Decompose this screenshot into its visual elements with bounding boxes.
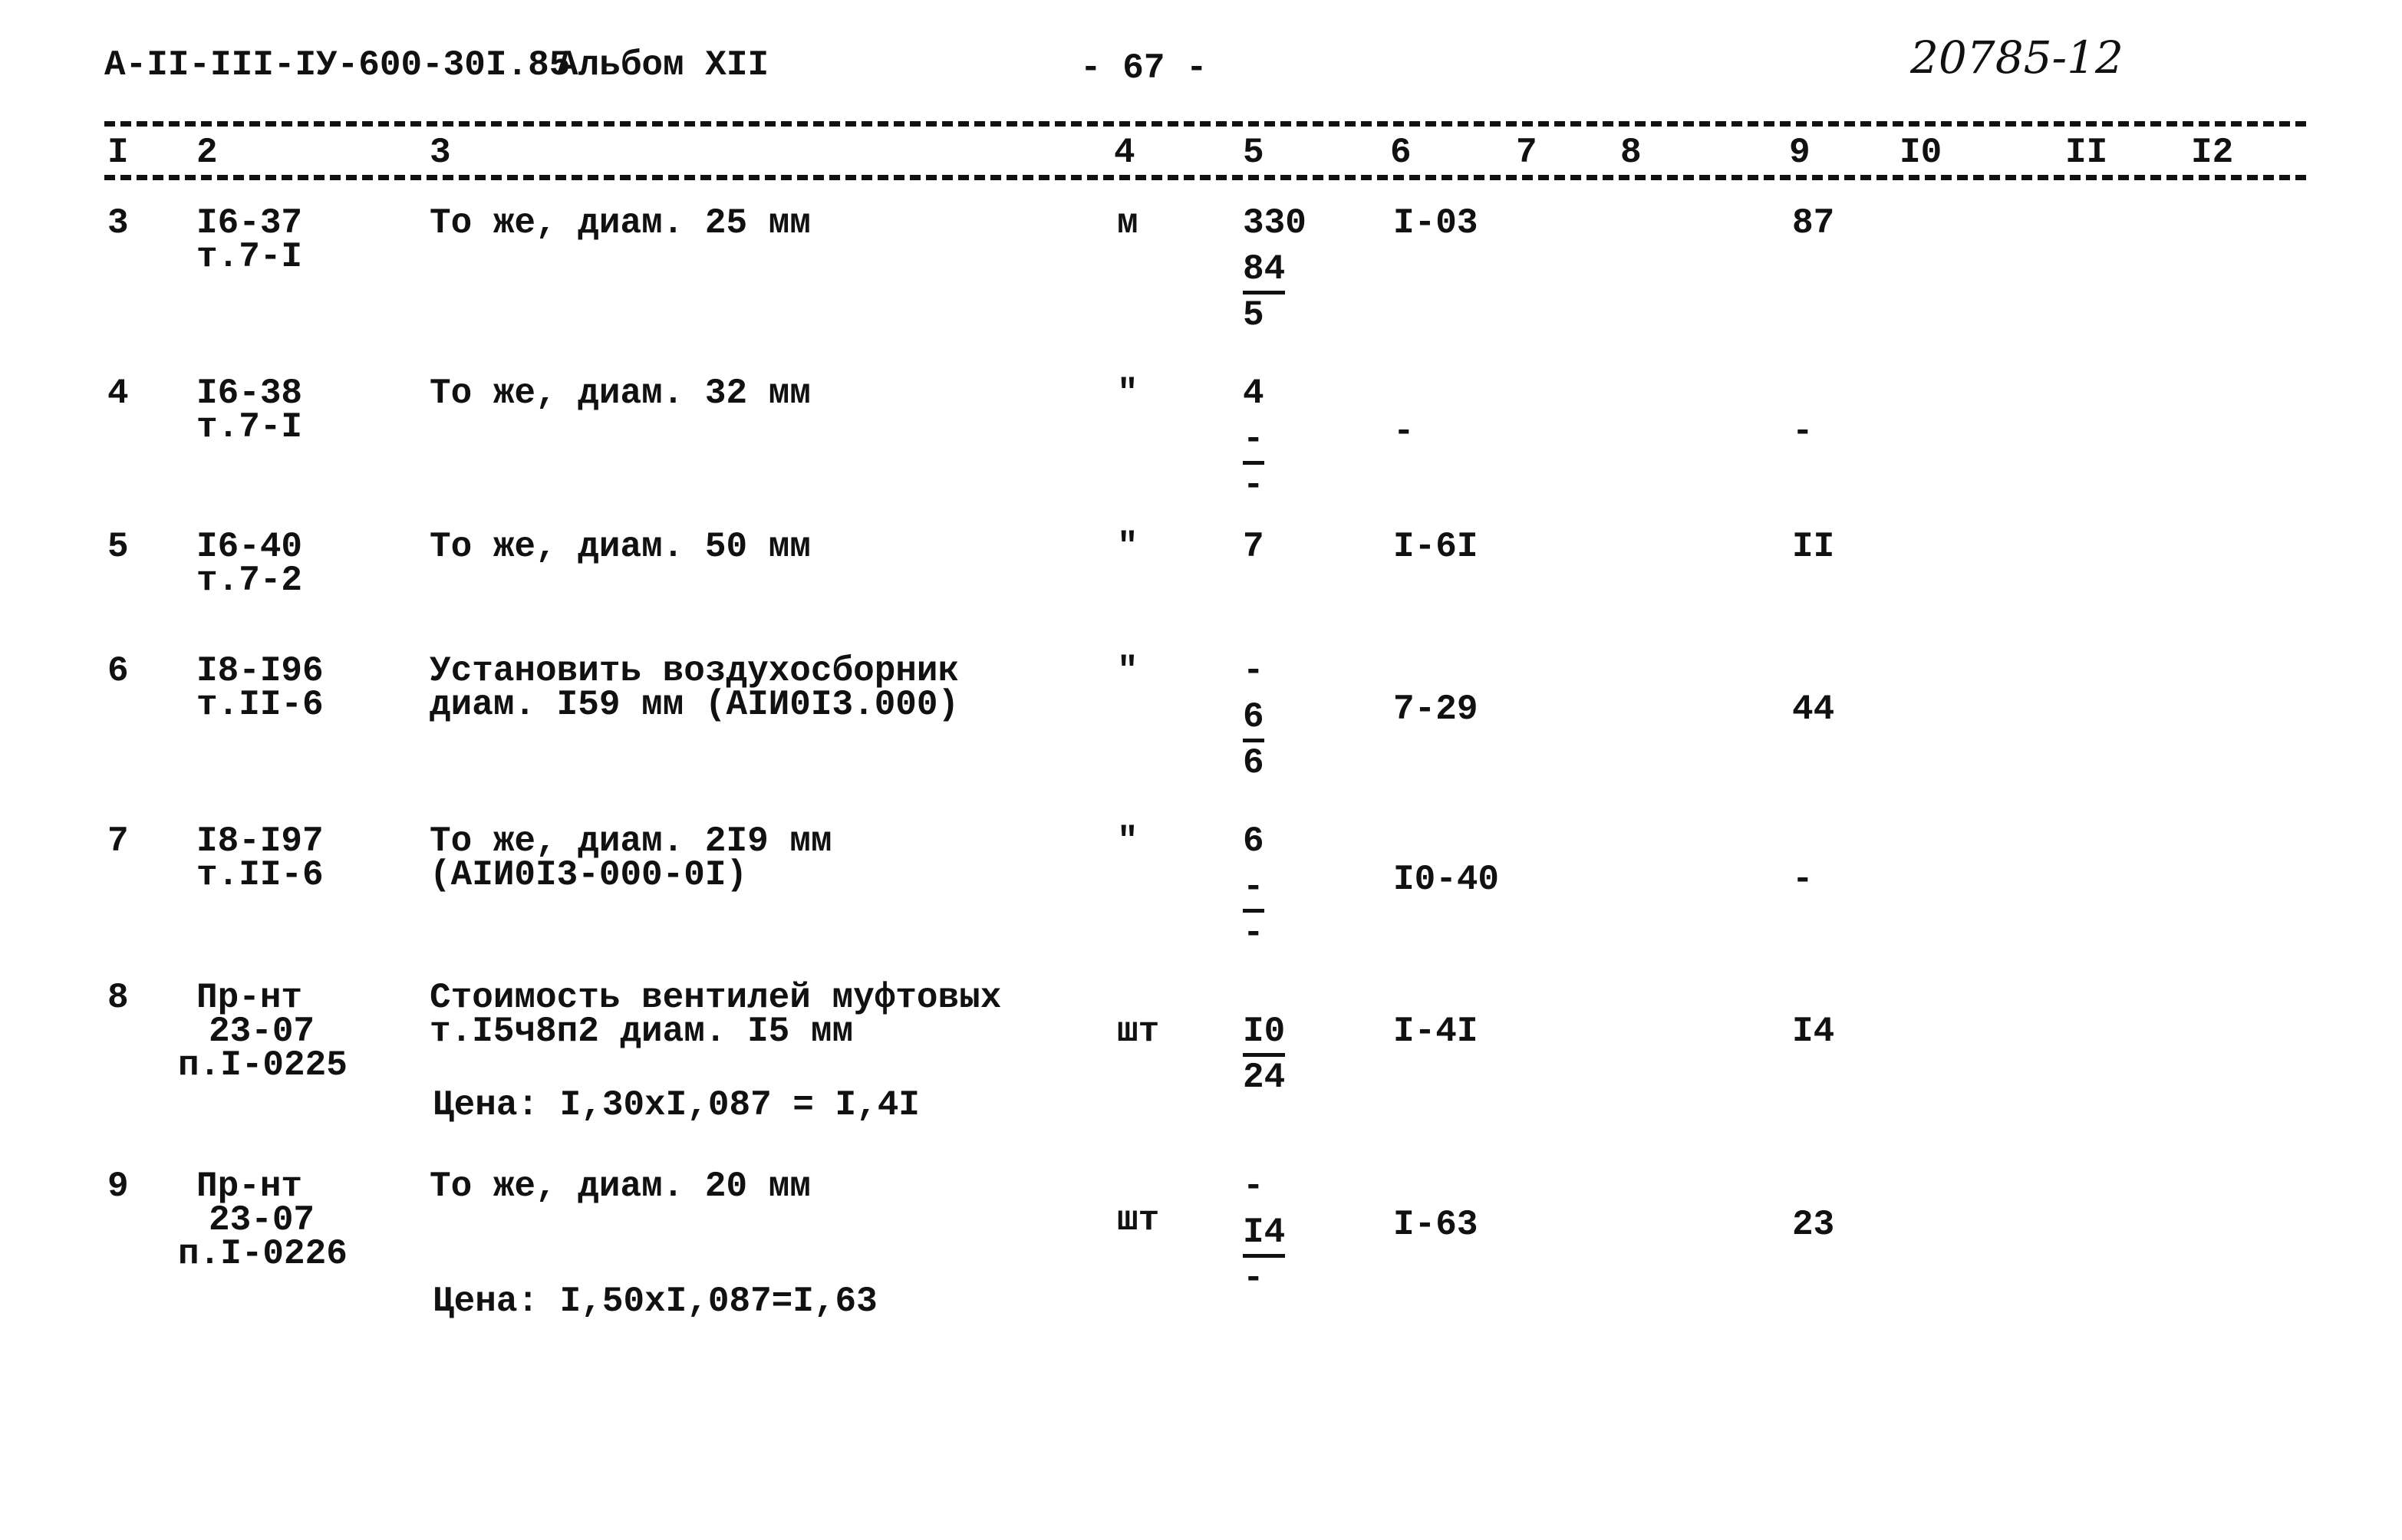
unit: " <box>1117 373 1138 413</box>
quantity-line: 24 <box>1243 1058 1286 1097</box>
norm-code: 23-07 <box>209 1012 315 1051</box>
norm-code: 23-07 <box>209 1200 315 1240</box>
col6-value: - <box>1393 412 1415 452</box>
quantity-line: - <box>1243 466 1264 505</box>
quantity-fraction: I0 24 <box>1243 1012 1286 1106</box>
column-header: I2 <box>2191 133 2234 173</box>
unit: " <box>1117 651 1138 691</box>
col6-value: I-4I <box>1393 1012 1478 1051</box>
column-header: 7 <box>1516 133 1537 173</box>
quantity-line: I4 <box>1243 1213 1286 1258</box>
norm-code: т.7-2 <box>196 561 303 601</box>
quantity-fraction: 4 -- <box>1243 376 1264 514</box>
col9-value: I4 <box>1792 1012 1835 1051</box>
quantity-line: 6 <box>1243 743 1264 783</box>
unit: " <box>1117 821 1138 861</box>
norm-code: I8-I96 <box>196 651 324 691</box>
quantity-fraction: 330 84 5 <box>1243 206 1306 344</box>
quantity-line: - <box>1243 913 1264 953</box>
price-note: Цена: I,50хI,087=I,63 <box>433 1282 878 1321</box>
column-header: I <box>107 133 129 173</box>
quantity-line: - <box>1243 1259 1264 1298</box>
column-header: 9 <box>1789 133 1811 173</box>
column-header: I0 <box>1900 133 1942 173</box>
quantity-fraction: 7 <box>1243 529 1264 575</box>
row-number: 6 <box>107 651 129 691</box>
quantity-line: - <box>1243 867 1264 913</box>
description: Стоимость вентилей муфтовых <box>430 978 1002 1018</box>
quantity-fraction: 6 -- <box>1243 824 1264 962</box>
norm-code: Пр-нт <box>196 1167 303 1206</box>
divider-top <box>104 121 2306 127</box>
quantity-line: 330 <box>1243 203 1306 243</box>
quantity-line: 7 <box>1243 527 1264 567</box>
col6-value: I-03 <box>1393 203 1478 243</box>
col6-value: I-63 <box>1393 1205 1478 1245</box>
norm-code: т.II-6 <box>196 855 324 895</box>
row-number: 3 <box>107 203 129 243</box>
quantity-line: - <box>1243 1167 1264 1206</box>
norm-code: т.II-6 <box>196 685 324 725</box>
norm-code: I6-38 <box>196 373 303 413</box>
norm-code: т.7-I <box>196 407 303 447</box>
norm-code: I8-I97 <box>196 821 324 861</box>
col6-value: 7-29 <box>1393 689 1478 729</box>
description: То же, диам. 25 мм <box>430 203 811 243</box>
norm-code: п.I-0225 <box>178 1045 348 1085</box>
column-header: 3 <box>430 133 451 173</box>
doc-code: А-II-III-IУ-600-30I.85 <box>104 45 571 85</box>
quantity-line: - <box>1243 651 1264 691</box>
quantity-fraction: - I4- <box>1243 1167 1286 1307</box>
price-note: Цена: I,30хI,087 = I,4I <box>433 1085 920 1125</box>
column-header: 8 <box>1620 133 1642 173</box>
row-number: 9 <box>107 1167 129 1206</box>
norm-code: т.7-I <box>196 237 303 277</box>
description: Установить воздухосборник <box>430 651 960 691</box>
column-header: 5 <box>1243 133 1264 173</box>
column-header: 4 <box>1114 133 1135 173</box>
description: То же, диам. 20 мм <box>430 1167 811 1206</box>
norm-code: I6-37 <box>196 203 303 243</box>
divider-header <box>104 175 2306 180</box>
col9-value: 87 <box>1792 203 1835 243</box>
description: То же, диам. 32 мм <box>430 373 811 413</box>
quantity-line: 5 <box>1243 295 1264 335</box>
album-label: Альбом XII <box>557 45 769 85</box>
unit: м <box>1117 203 1138 243</box>
norm-code: Пр-нт <box>196 978 303 1018</box>
quantity-line: 6 <box>1243 697 1264 742</box>
col9-value: 23 <box>1792 1205 1835 1245</box>
col9-value: II <box>1792 527 1835 567</box>
unit: шт <box>1117 1200 1160 1240</box>
description: т.I5ч8п2 диам. I5 мм <box>430 1012 854 1051</box>
quantity-line: 6 <box>1243 821 1264 861</box>
column-header: 2 <box>196 133 218 173</box>
row-number: 7 <box>107 821 129 861</box>
page-number: - 67 - <box>1080 48 1208 88</box>
quantity-line: - <box>1243 420 1264 465</box>
description: То же, диам. 2I9 мм <box>430 821 832 861</box>
quantity-line: 4 <box>1243 373 1264 413</box>
description: диам. I59 мм (AIИ0I3.000) <box>430 685 960 725</box>
col6-value: I-6I <box>1393 527 1478 567</box>
norm-code: п.I-0226 <box>178 1234 348 1274</box>
col9-value: - <box>1792 412 1814 452</box>
column-header: II <box>2065 133 2108 173</box>
unit: " <box>1117 527 1138 567</box>
quantity-line: I0 <box>1243 1012 1286 1057</box>
quantity-line: 84 <box>1243 249 1286 295</box>
col6-value: I0-40 <box>1393 860 1500 900</box>
column-header: 6 <box>1390 133 1412 173</box>
row-number: 5 <box>107 527 129 567</box>
description: То же, диам. 50 мм <box>430 527 811 567</box>
unit: шт <box>1117 1012 1160 1051</box>
col9-value: - <box>1792 860 1814 900</box>
row-number: 4 <box>107 373 129 413</box>
description: (AIИ0I3-000-0I) <box>430 855 748 895</box>
handwritten-number: 20785-12 <box>1910 31 2124 84</box>
col9-value: 44 <box>1792 689 1835 729</box>
norm-code: I6-40 <box>196 527 303 567</box>
row-number: 8 <box>107 978 129 1018</box>
